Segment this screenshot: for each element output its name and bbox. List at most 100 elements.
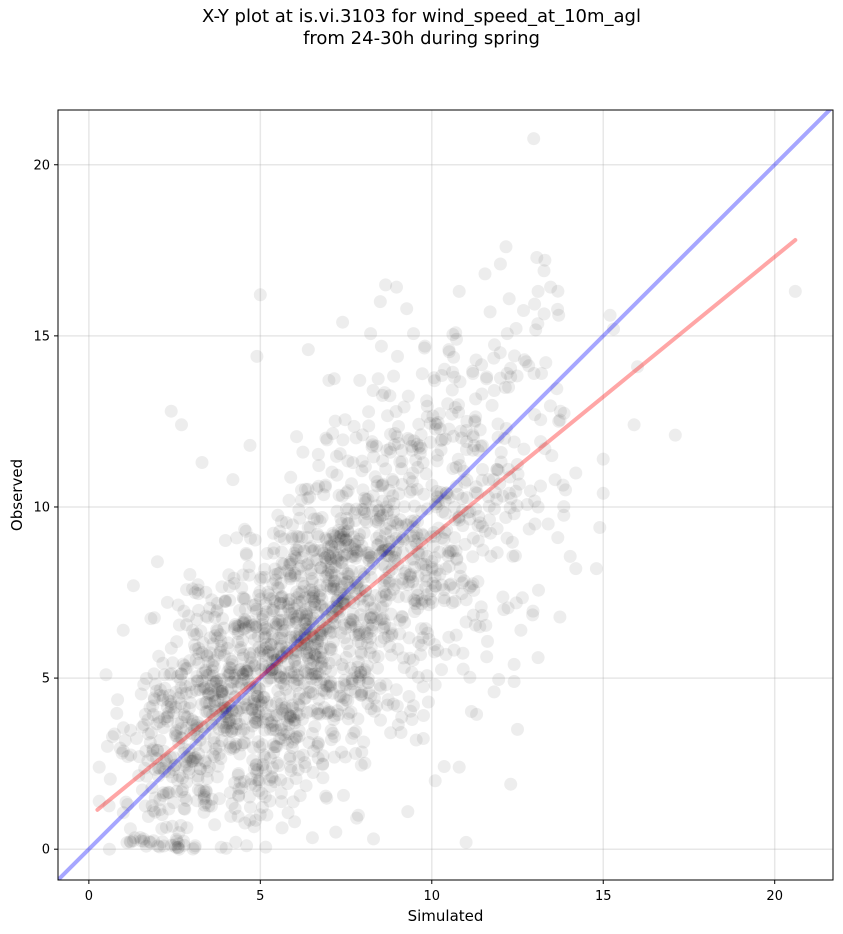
scatter-point xyxy=(395,609,409,623)
scatter-point xyxy=(257,622,270,636)
scatter-point xyxy=(147,611,161,625)
scatter-point xyxy=(352,672,366,686)
scatter-point xyxy=(153,715,167,729)
scatter-point xyxy=(232,788,246,802)
scatter-point xyxy=(308,667,322,681)
scatter-point xyxy=(295,712,309,726)
scatter-point xyxy=(159,786,173,800)
scatter-point xyxy=(550,382,564,396)
scatter-point xyxy=(319,531,332,545)
scatter-point xyxy=(301,520,315,534)
scatter-point xyxy=(405,514,418,528)
scatter-point xyxy=(353,665,367,679)
scatter-point xyxy=(448,401,462,414)
scatter-point xyxy=(406,575,420,589)
scatter-point xyxy=(240,665,253,679)
scatter-point xyxy=(391,518,405,531)
scatter-point xyxy=(481,490,495,504)
scatter-point xyxy=(226,675,240,689)
scatter-point xyxy=(238,775,252,788)
scatter-point xyxy=(158,712,171,726)
scatter-point xyxy=(250,766,264,779)
scatter-point xyxy=(335,572,349,586)
scatter-point xyxy=(366,504,380,518)
scatter-point xyxy=(383,517,397,531)
scatter-point xyxy=(379,278,393,292)
scatter-point xyxy=(469,410,483,424)
scatter-point xyxy=(303,657,317,671)
scatter-point xyxy=(106,730,119,744)
scatter-point xyxy=(414,557,428,571)
scatter-point xyxy=(384,524,398,538)
scatter-point xyxy=(405,540,418,554)
scatter-point xyxy=(386,697,400,711)
scatter-point xyxy=(171,841,185,854)
scatter-point xyxy=(157,668,171,682)
scatter-point xyxy=(286,646,300,660)
scatter-point xyxy=(311,634,325,648)
scatter-point xyxy=(290,673,304,686)
scatter-point xyxy=(216,693,230,707)
scatter-point xyxy=(452,513,466,527)
scatter-point xyxy=(231,704,245,718)
scatter-point xyxy=(330,582,343,596)
scatter-point xyxy=(339,678,353,692)
scatter-point xyxy=(406,520,420,534)
scatter-point xyxy=(203,697,217,710)
scatter-point xyxy=(324,539,338,552)
scatter-point xyxy=(270,654,284,668)
scatter-point xyxy=(528,297,542,311)
scatter-point xyxy=(147,834,161,848)
scatter-point xyxy=(174,667,188,681)
scatter-point xyxy=(493,477,507,491)
scatter-point xyxy=(404,704,418,718)
scatter-point xyxy=(537,307,551,321)
scatter-point xyxy=(410,594,424,608)
scatter-point xyxy=(414,441,428,455)
scatter-point xyxy=(341,517,355,530)
scatter-point xyxy=(288,732,301,746)
scatter-point xyxy=(437,532,451,546)
scatter-point xyxy=(365,440,379,454)
scatter-point xyxy=(455,491,469,505)
scatter-point xyxy=(169,685,183,699)
scatter-point xyxy=(263,794,277,808)
scatter-point xyxy=(306,766,320,779)
scatter-point xyxy=(224,699,238,713)
scatter-point xyxy=(169,758,182,772)
scatter-point xyxy=(442,559,456,573)
scatter-point xyxy=(345,674,359,688)
scatter-point xyxy=(293,630,307,644)
scatter-point xyxy=(153,803,167,817)
scatter-point xyxy=(180,821,194,835)
scatter-point xyxy=(146,708,160,722)
scatter-point xyxy=(364,608,378,622)
scatter-point xyxy=(290,543,304,557)
scatter-point xyxy=(298,482,312,496)
scatter-point xyxy=(596,486,610,500)
scatter-point xyxy=(466,428,480,442)
scatter-point xyxy=(236,667,250,681)
scatter-point xyxy=(474,600,488,614)
scatter-point xyxy=(384,427,397,441)
scatter-point xyxy=(337,576,351,590)
scatter-point xyxy=(175,731,189,745)
scatter-point xyxy=(206,689,220,703)
scatter-point xyxy=(314,628,328,642)
scatter-point xyxy=(293,608,307,621)
scatter-point xyxy=(156,693,170,707)
scatter-point xyxy=(287,713,301,727)
scatter-point xyxy=(362,686,376,700)
scatter-point xyxy=(339,693,353,707)
scatter-point xyxy=(191,783,205,797)
scatter-point xyxy=(242,619,256,633)
scatter-point xyxy=(206,669,220,683)
scatter-point xyxy=(284,630,298,644)
scatter-point xyxy=(294,569,308,583)
scatter-point xyxy=(222,714,236,728)
scatter-point xyxy=(351,534,365,548)
scatter-point xyxy=(288,616,302,630)
scatter-point xyxy=(316,758,330,771)
scatter-point xyxy=(252,705,266,719)
scatter-point xyxy=(312,479,326,493)
